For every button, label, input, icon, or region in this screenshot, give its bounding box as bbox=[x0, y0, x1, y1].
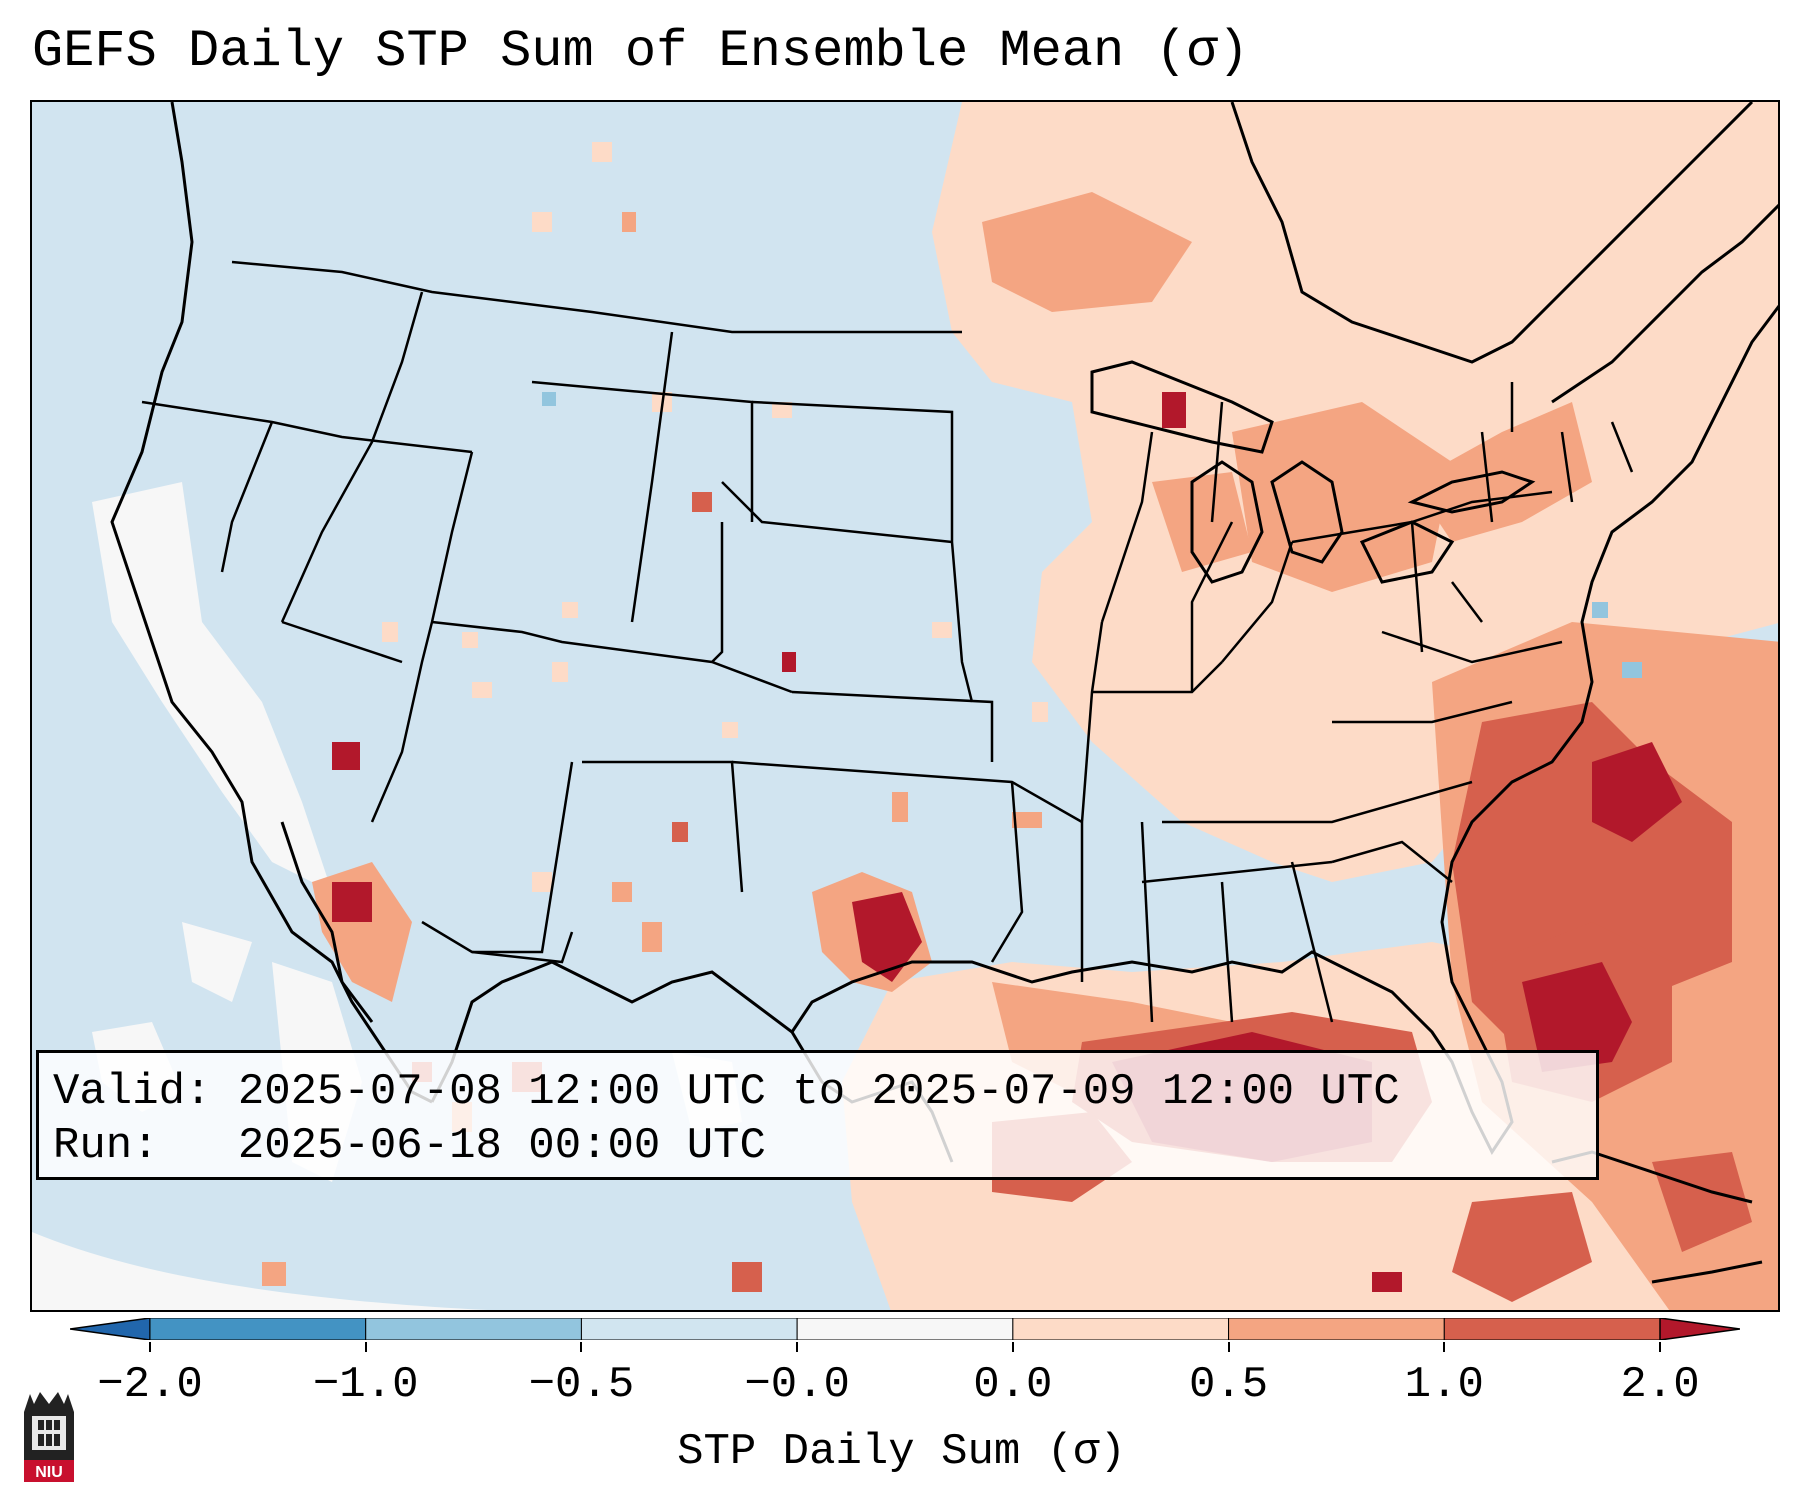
colorbar-bin bbox=[365, 1318, 582, 1340]
colorbar-tick bbox=[796, 1342, 799, 1352]
colorbar-tick bbox=[149, 1342, 151, 1352]
colorbar-tick-label: −2.0 bbox=[97, 1360, 203, 1410]
colorbar-tick-label: 0.5 bbox=[1188, 1360, 1269, 1410]
logo-text: NIU bbox=[35, 1464, 63, 1481]
colorbar-tick-label: 0.0 bbox=[973, 1360, 1053, 1410]
colorbar-tick bbox=[1011, 1342, 1014, 1352]
colorbar-tick-label: −1.0 bbox=[312, 1360, 419, 1410]
valid-label: Valid: bbox=[53, 1067, 212, 1117]
colorbar-bin bbox=[1443, 1318, 1661, 1340]
valid-time: 2025-07-08 12:00 UTC to 2025-07-09 12:00… bbox=[237, 1067, 1400, 1117]
colorbar-tick-label: −0.0 bbox=[744, 1360, 850, 1410]
state-borders bbox=[141, 260, 1634, 1023]
colorbar-extend-low bbox=[70, 1318, 151, 1340]
colorbar-tick bbox=[1659, 1342, 1661, 1352]
chart-title: GEFS Daily STP Sum of Ensemble Mean (σ) bbox=[32, 22, 1249, 81]
info-box: Valid: 2025-07-08 12:00 UTC to 2025-07-0… bbox=[36, 1050, 1599, 1180]
run-label: Run: bbox=[53, 1121, 159, 1171]
colorbar-tick bbox=[1443, 1342, 1446, 1352]
colorbar-bin bbox=[1228, 1318, 1445, 1340]
map-panel[interactable] bbox=[30, 100, 1780, 1312]
niu-logo: NIU bbox=[24, 1392, 74, 1482]
colorbar-bin bbox=[1012, 1318, 1230, 1340]
colorbar-label: STP Daily Sum (σ) bbox=[677, 1427, 1126, 1477]
colorbar-bin bbox=[796, 1318, 1014, 1340]
colorbar-bin bbox=[149, 1318, 367, 1340]
map-canvas bbox=[32, 102, 1778, 1310]
colorbar-bin bbox=[580, 1318, 798, 1340]
colorbar-tick bbox=[364, 1342, 367, 1352]
colorbar-tick bbox=[1227, 1342, 1230, 1352]
colorbar bbox=[70, 1318, 1740, 1340]
colorbar-tick-label: 2.0 bbox=[1620, 1360, 1700, 1410]
colorbar-tick bbox=[580, 1342, 583, 1352]
colorbar-extend-high bbox=[1659, 1318, 1740, 1340]
run-time: 2025-06-18 00:00 UTC bbox=[237, 1121, 766, 1171]
colorbar-tick-label: −0.5 bbox=[528, 1360, 635, 1410]
colorbar-tick-label: 1.0 bbox=[1404, 1360, 1484, 1410]
